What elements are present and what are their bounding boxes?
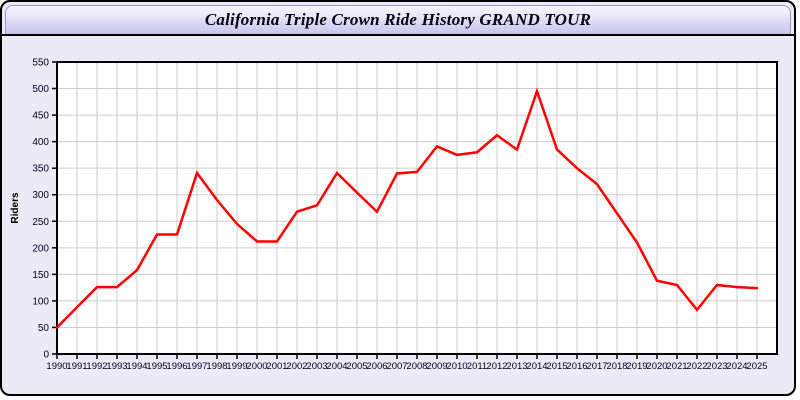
x-axis-tick-label: 2005 <box>346 361 367 372</box>
x-axis-tick-label: 1993 <box>106 361 127 372</box>
x-axis-tick-label: 2010 <box>446 361 467 372</box>
x-axis-tick-label: 2022 <box>686 361 707 372</box>
x-axis-tick-label: 2020 <box>646 361 667 372</box>
y-axis-tick-label: 400 <box>32 137 49 148</box>
x-axis-tick-label: 2017 <box>586 361 607 372</box>
y-axis-tick-label: 0 <box>43 350 49 361</box>
y-axis-tick-label: 50 <box>38 323 50 334</box>
riders-data-line <box>55 87 759 329</box>
x-axis-tick-label: 1998 <box>206 361 227 372</box>
x-axis-tick-label: 2006 <box>366 361 387 372</box>
y-axis-tick-label: 500 <box>32 84 49 95</box>
x-axis-tick-label: 2004 <box>326 361 347 372</box>
x-axis-tick-label: 1996 <box>166 361 187 372</box>
x-axis-tick-label: 2007 <box>386 361 407 372</box>
header-divider <box>2 34 794 36</box>
x-axis-tick-label: 2024 <box>726 361 747 372</box>
x-axis-tick-label: 2014 <box>526 361 547 372</box>
y-axis-tick-label: 350 <box>32 164 49 175</box>
x-axis-tick-label: 2000 <box>246 361 267 372</box>
x-axis-tick-label: 2018 <box>606 361 627 372</box>
x-axis-tick-label: 1992 <box>86 361 107 372</box>
y-axis-tick-label: 450 <box>32 111 49 122</box>
x-axis-tick-label: 2016 <box>566 361 587 372</box>
chart-panel: 0 50 100 150 200 250 300 350 400 450 500 550 1990 199… <box>2 36 794 394</box>
y-axis-tick-label: 100 <box>32 296 49 307</box>
x-axis-tick-label: 2025 <box>746 361 767 372</box>
x-axis-tick-label: 2001 <box>266 361 287 372</box>
x-axis-tick-label: 1999 <box>226 361 247 372</box>
y-axis-tick-label: 200 <box>32 243 49 254</box>
x-axis-tick-label: 2011 <box>467 361 487 372</box>
x-axis-tick-label: 2015 <box>546 361 567 372</box>
x-axis-tick-label: 2013 <box>506 361 527 372</box>
page-title: California Triple Crown Ride History GRA… <box>204 10 592 29</box>
x-axis-tick-label: 2002 <box>286 361 307 372</box>
x-axis-tick-label: 1990 <box>46 361 67 372</box>
y-axis-title: Riders <box>10 192 21 224</box>
x-axis-tick-label: 2012 <box>486 361 507 372</box>
x-axis-tick-label: 2008 <box>406 361 427 372</box>
x-axis-tick-label: 1991 <box>66 361 87 372</box>
x-axis-tick-label: 1997 <box>186 361 207 372</box>
y-axis-tick-label: 150 <box>32 270 49 281</box>
x-axis-tick-label: 2021 <box>666 361 687 372</box>
y-axis-tick-label: 300 <box>32 190 49 201</box>
x-axis-tick-label: 2003 <box>306 361 327 372</box>
x-axis-tick-label: 1995 <box>146 361 167 372</box>
y-axis-tick-label: 550 <box>32 58 49 69</box>
x-axis-tick-label: 2019 <box>626 361 647 372</box>
ride-history-chart: 0501001502002503003504004505005501990199… <box>10 58 778 372</box>
x-axis-tick-label: 1994 <box>126 361 147 372</box>
x-axis-tick-label: 2009 <box>426 361 447 372</box>
y-axis-tick-label: 250 <box>32 217 49 228</box>
x-axis-tick-label: 2023 <box>706 361 727 372</box>
title-banner: California Triple Crown Ride History GRA… <box>5 5 791 34</box>
